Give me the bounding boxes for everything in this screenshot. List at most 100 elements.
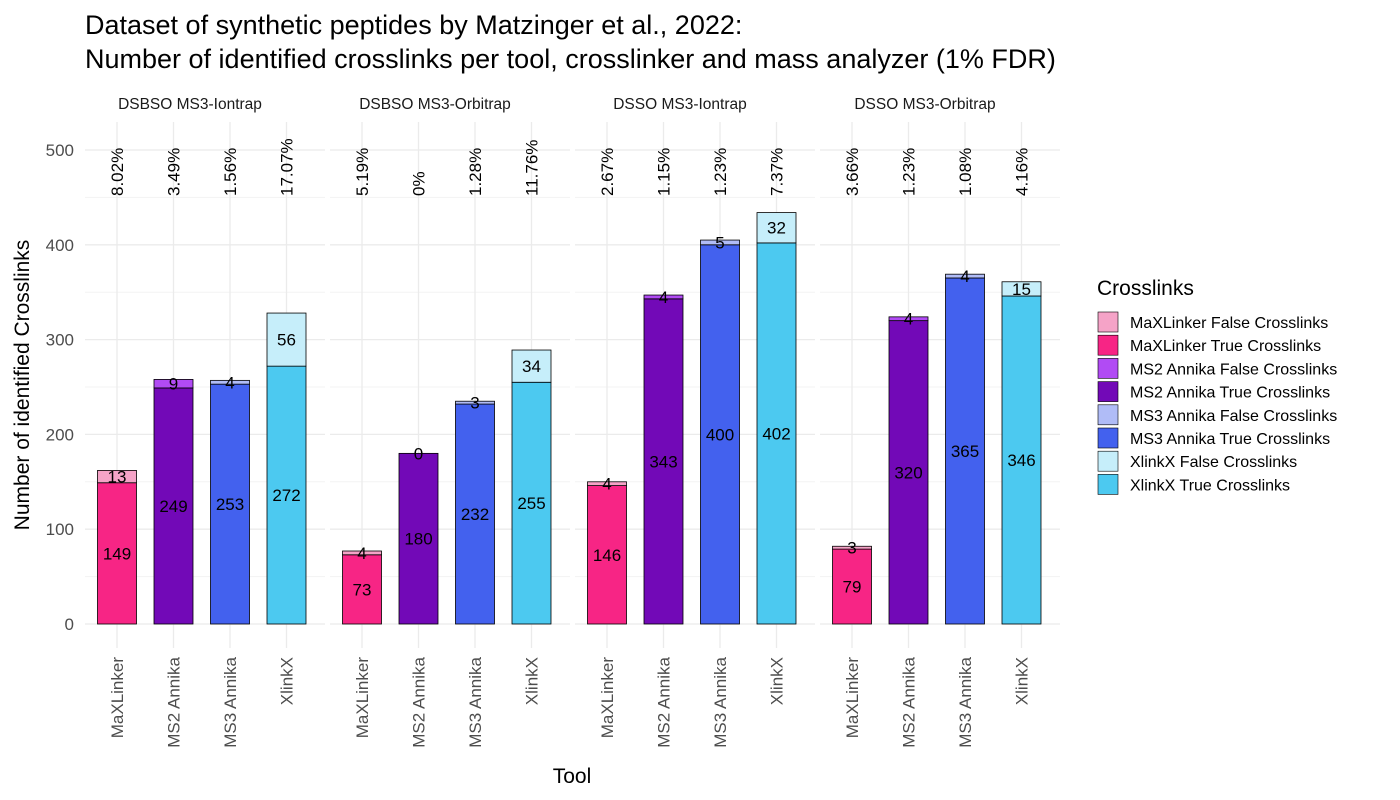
fdr-label: 1.15% bbox=[655, 148, 674, 196]
fdr-label: 3.66% bbox=[843, 148, 862, 196]
bar-false-crosslinks bbox=[210, 379, 250, 385]
x-tick-label: XlinkX bbox=[523, 657, 542, 705]
true-value-label: 255 bbox=[517, 494, 545, 513]
fdr-label: 11.76% bbox=[523, 140, 542, 196]
false-value-label: 15 bbox=[1012, 280, 1031, 299]
legend-swatch bbox=[1097, 404, 1119, 426]
bar-false-crosslinks bbox=[342, 550, 382, 556]
bar-true-crosslinks bbox=[700, 244, 740, 625]
x-tick-label: MS2 Annika bbox=[900, 656, 919, 747]
facet-strip-label: DSSO MS3-Iontrap bbox=[613, 96, 747, 113]
legend-title: Crosslinks bbox=[1097, 277, 1194, 300]
y-tick-label: 0 bbox=[65, 615, 74, 634]
legend-item-label: MS2 Annika False Crosslinks bbox=[1130, 361, 1337, 378]
x-tick-label: MaXLinker bbox=[843, 657, 862, 739]
x-tick-label: MaXLinker bbox=[108, 657, 127, 739]
legend-item-label: XlinkX True Crosslinks bbox=[1130, 477, 1290, 494]
false-value-label: 4 bbox=[225, 373, 234, 392]
y-axis-title: Number of identified Crosslinks bbox=[11, 240, 34, 531]
fdr-label: 1.23% bbox=[900, 148, 919, 196]
false-value-label: 4 bbox=[960, 267, 969, 286]
fdr-label: 5.19% bbox=[353, 148, 372, 196]
legend-swatch bbox=[1097, 311, 1119, 333]
bar-false-crosslinks bbox=[97, 470, 137, 484]
chart-title-line-1: Dataset of synthetic peptides by Matzing… bbox=[85, 10, 742, 40]
bar-true-crosslinks bbox=[97, 482, 137, 625]
legend-swatch bbox=[1097, 334, 1119, 356]
facet-panel: DSBSO MS3-Iontrap 149 13 8.02% MaXLinker 249 9… bbox=[85, 96, 325, 748]
false-value-label: 3 bbox=[847, 539, 856, 558]
y-tick-label: 500 bbox=[46, 141, 74, 160]
false-value-label: 56 bbox=[277, 331, 296, 350]
false-value-label: 4 bbox=[904, 310, 913, 329]
x-tick-label: MS3 Annika bbox=[956, 656, 975, 747]
x-tick-label: MS3 Annika bbox=[466, 656, 485, 747]
x-tick-label: XlinkX bbox=[278, 657, 297, 705]
fdr-label: 3.49% bbox=[165, 148, 184, 196]
legend-swatch bbox=[1097, 381, 1119, 402]
true-value-label: 343 bbox=[649, 452, 677, 471]
y-tick-label: 300 bbox=[46, 331, 74, 350]
false-value-label: 4 bbox=[357, 544, 366, 563]
facet-strip-label: DSSO MS3-Orbitrap bbox=[854, 96, 995, 113]
x-tick-label: MS2 Annika bbox=[165, 656, 184, 747]
bar-true-crosslinks bbox=[511, 381, 552, 625]
false-value-label: 13 bbox=[108, 468, 127, 487]
bar-true-crosslinks bbox=[945, 277, 985, 625]
chart-title-line-2: Number of identified crosslinks per tool… bbox=[85, 44, 1056, 74]
facet-panels: DSBSO MS3-Iontrap 149 13 8.02% MaXLinker 249 9… bbox=[85, 96, 1060, 748]
bar-true-crosslinks bbox=[587, 485, 627, 625]
y-tick-label: 200 bbox=[46, 425, 74, 444]
legend-item-label: MS3 Annika False Crosslinks bbox=[1130, 408, 1337, 425]
false-value-label: 3 bbox=[470, 394, 479, 413]
y-tick-label: 100 bbox=[46, 520, 74, 539]
bar-false-crosslinks bbox=[266, 312, 307, 367]
facet-strip-label: DSBSO MS3-Iontrap bbox=[118, 96, 262, 113]
x-tick-label: MS2 Annika bbox=[410, 656, 429, 747]
bar-true-crosslinks bbox=[756, 242, 797, 625]
x-axis-title: Tool bbox=[553, 765, 592, 788]
true-value-label: 180 bbox=[404, 530, 432, 549]
legend-item-label: MaXLinker True Crosslinks bbox=[1130, 338, 1321, 355]
bar-false-crosslinks bbox=[945, 273, 985, 279]
legend-item-label: MaXLinker False Crosslinks bbox=[1130, 315, 1328, 332]
true-value-label: 400 bbox=[706, 425, 734, 444]
x-tick-label: MS3 Annika bbox=[711, 656, 730, 747]
bar-true-crosslinks bbox=[342, 554, 382, 625]
x-tick-label: XlinkX bbox=[768, 657, 787, 705]
facet-strip-label: DSBSO MS3-Orbitrap bbox=[359, 96, 511, 113]
legend: Crosslinks MaXLinker False Crosslinks MaX… bbox=[1097, 277, 1337, 495]
y-axis: 0 100 200 300 400 500 bbox=[46, 141, 74, 634]
fdr-label: 1.23% bbox=[711, 148, 730, 196]
bar-false-crosslinks bbox=[1001, 281, 1042, 297]
legend-swatch bbox=[1097, 427, 1119, 449]
x-tick-label: MaXLinker bbox=[353, 657, 372, 739]
fdr-label: 17.07% bbox=[278, 138, 297, 196]
true-value-label: 320 bbox=[894, 463, 922, 482]
fdr-label: 8.02% bbox=[108, 148, 127, 196]
legend-item-label: MS2 Annika True Crosslinks bbox=[1130, 385, 1330, 402]
true-value-label: 79 bbox=[843, 578, 862, 597]
true-value-label: 73 bbox=[353, 580, 372, 599]
false-value-label: 4 bbox=[602, 475, 611, 494]
legend-swatch bbox=[1097, 474, 1119, 495]
bar-false-crosslinks bbox=[455, 400, 495, 405]
true-value-label: 146 bbox=[593, 546, 621, 565]
bar-false-crosslinks bbox=[511, 349, 552, 383]
facet-panel: DSSO MS3-Orbitrap 79 3 3.66% MaXLinker 320 4 1.… bbox=[820, 96, 1060, 748]
bar-true-crosslinks bbox=[210, 383, 250, 625]
bar-false-crosslinks bbox=[888, 316, 929, 322]
legend-swatch bbox=[1097, 450, 1119, 472]
x-tick-label: XlinkX bbox=[1013, 657, 1032, 705]
true-value-label: 365 bbox=[951, 442, 979, 461]
bar-false-crosslinks bbox=[587, 481, 627, 486]
fdr-label: 1.56% bbox=[221, 148, 240, 196]
legend-item-label: MS3 Annika True Crosslinks bbox=[1130, 431, 1330, 448]
bar-false-crosslinks bbox=[153, 379, 194, 389]
true-value-label: 249 bbox=[159, 497, 187, 516]
bar-false-crosslinks bbox=[756, 212, 797, 244]
true-value-label: 253 bbox=[216, 495, 244, 514]
fdr-label: 2.67% bbox=[598, 148, 617, 196]
